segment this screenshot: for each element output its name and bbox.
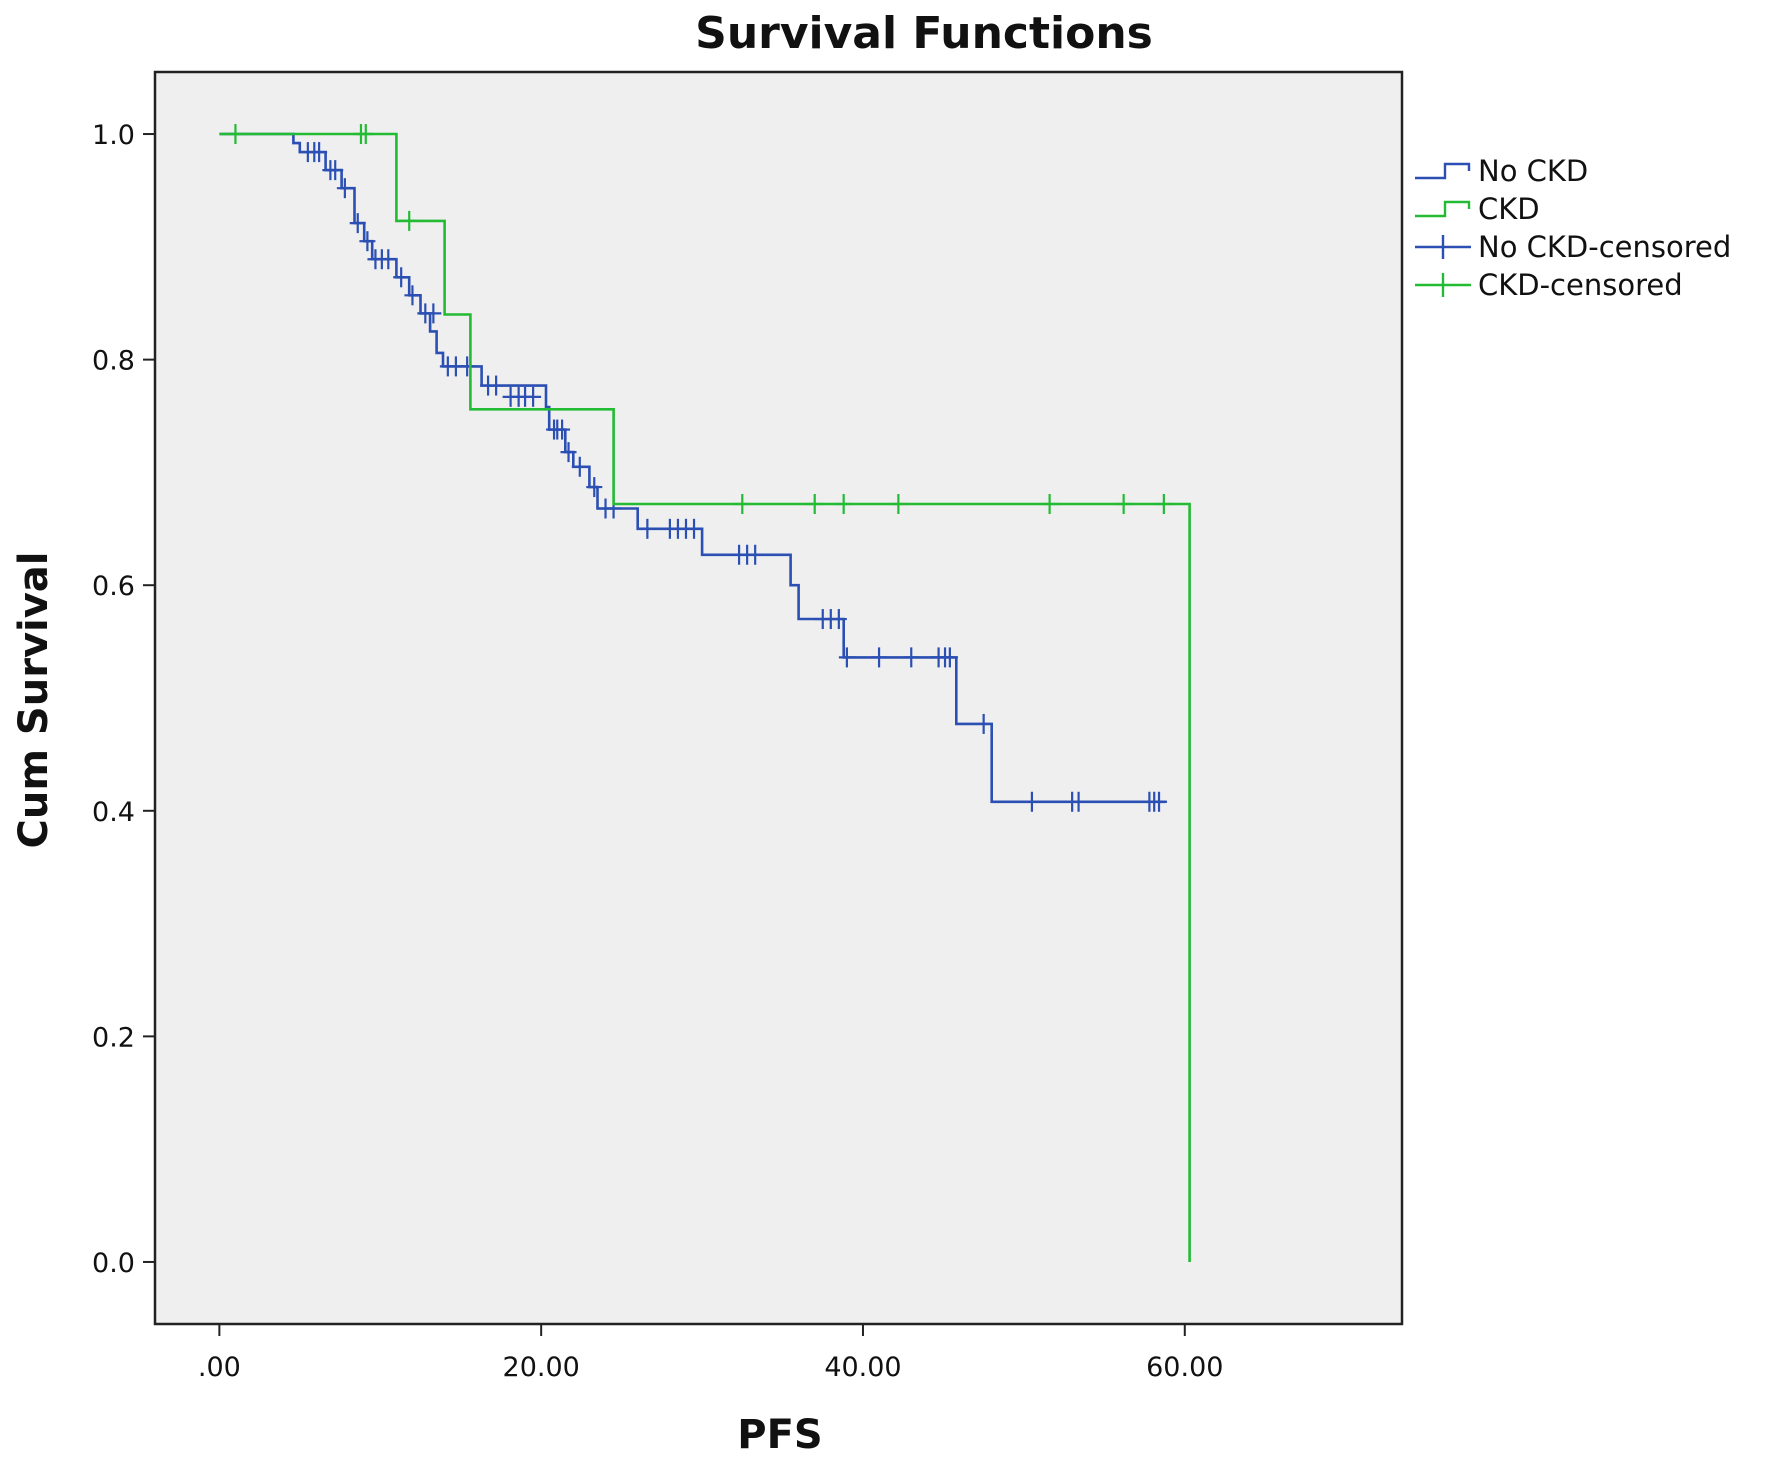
censor-mark-no-ckd [1151, 791, 1168, 812]
censor-mark-no-ckd [404, 285, 421, 306]
legend-label: No CKD-censored [1478, 230, 1731, 264]
censor-mark-no-ckd [560, 442, 577, 463]
censor-mark-no-ckd [554, 419, 571, 440]
censor-mark-no-ckd [336, 178, 353, 199]
plot-area [153, 70, 1404, 1326]
x-tick-label: .00 [198, 1352, 241, 1383]
censor-mark-no-ckd [941, 647, 958, 668]
censor-mark-ckd [890, 493, 907, 514]
series-line-no-ckd [219, 132, 1166, 804]
censor-mark-no-ckd [327, 160, 344, 181]
y-tick-label: 0.4 [92, 797, 135, 828]
censor-mark-ckd [1155, 493, 1172, 514]
chart-title: Survival Functions [695, 8, 1153, 59]
legend-item: CKD [1415, 192, 1540, 226]
censor-mark-no-ckd [686, 518, 703, 539]
censor-mark-no-ckd [903, 647, 920, 668]
censor-mark-ckd [357, 124, 374, 145]
censor-mark-no-ckd [571, 456, 588, 477]
y-axis-ticks: 0.0 0.2 0.4 0.6 0.8 1.0 [92, 120, 155, 1279]
x-tick-label: 20.00 [503, 1352, 580, 1383]
censor-mark-no-ckd [830, 609, 847, 630]
x-tick-label: 40.00 [824, 1352, 901, 1383]
series-line-ckd [219, 132, 1191, 1262]
censor-mark-no-ckd [1070, 791, 1087, 812]
censor-mark-no-ckd [488, 375, 505, 396]
legend-item: No CKD-censored [1415, 230, 1731, 264]
censor-mark-ckd [1115, 493, 1132, 514]
legend-item: CKD-censored [1415, 268, 1683, 302]
censor-mark-ckd [806, 493, 823, 514]
censor-mark-no-ckd [425, 303, 442, 324]
censor-mark-ckd [227, 124, 244, 145]
legend-label: CKD [1478, 192, 1540, 226]
censor-mark-no-ckd [586, 477, 603, 498]
censor-mark-no-ckd [459, 356, 476, 377]
y-axis-title: Cum Survival [11, 551, 57, 848]
censor-mark-no-ckd [525, 386, 542, 407]
x-tick-label: 60.00 [1146, 1352, 1223, 1383]
y-tick-label: 0.2 [92, 1022, 135, 1053]
censor-mark-no-ckd [393, 267, 410, 288]
censor-mark-no-ckd [311, 142, 328, 163]
censor-mark-no-ckd [639, 518, 656, 539]
y-tick-label: 0.8 [92, 346, 135, 377]
y-tick-label: 1.0 [92, 120, 135, 151]
censor-mark-no-ckd [871, 647, 888, 668]
censor-mark-no-ckd [747, 544, 764, 565]
x-axis-title: PFS [737, 1412, 822, 1458]
legend-label: No CKD [1478, 154, 1588, 188]
series-layer [219, 124, 1191, 1262]
censor-mark-no-ckd [975, 713, 992, 734]
censor-mark-ckd [734, 493, 751, 514]
legend-swatch-step [1415, 162, 1471, 180]
censor-mark-ckd [835, 493, 852, 514]
y-tick-label: 0.6 [92, 571, 135, 602]
x-axis-ticks: .00 20.00 40.00 60.00 [198, 1324, 1223, 1383]
censor-mark-no-ckd [838, 647, 855, 668]
censor-mark-ckd [1041, 493, 1058, 514]
censor-mark-no-ckd [1023, 791, 1040, 812]
y-tick-label: 0.0 [92, 1248, 135, 1279]
legend-label: CKD-censored [1478, 268, 1683, 302]
legend-swatch-step [1415, 200, 1471, 218]
censor-mark-no-ckd [359, 231, 376, 252]
censor-mark-no-ckd [349, 213, 366, 234]
censor-mark-ckd [401, 210, 418, 231]
censor-mark-no-ckd [380, 249, 397, 270]
legend: No CKD CKD No CKD-censored CKD-censored [1415, 154, 1731, 302]
legend-item: No CKD [1415, 154, 1588, 188]
